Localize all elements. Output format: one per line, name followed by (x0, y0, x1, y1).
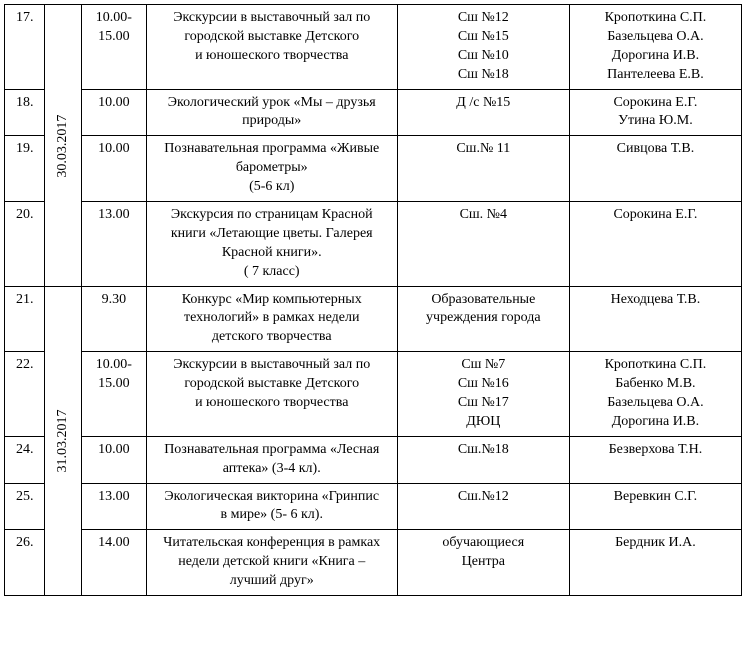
cell-time: 9.30 (81, 286, 146, 352)
cell-person: Кропоткина С.П.Базельцева О.А.Дорогина И… (569, 5, 741, 90)
cell-event: Экологический урок «Мы – друзьяприроды» (146, 89, 397, 136)
cell-date: 30.03.2017 (45, 5, 81, 287)
cell-person: Сорокина Е.Г.Утина Ю.М. (569, 89, 741, 136)
cell-time: 13.00 (81, 202, 146, 287)
cell-time: 13.00 (81, 483, 146, 530)
cell-place: Сш.№18 (397, 436, 569, 483)
cell-place: Образовательныеучреждения города (397, 286, 569, 352)
cell-num: 25. (5, 483, 45, 530)
cell-place: Сш.№ 11 (397, 136, 569, 202)
cell-event: Познавательная программа «Леснаяаптека» … (146, 436, 397, 483)
cell-num: 21. (5, 286, 45, 352)
table-row: 20. 13.00 Экскурсия по страницам Красной… (5, 202, 742, 287)
cell-place: Сш.№12 (397, 483, 569, 530)
cell-person: Сивцова Т.В. (569, 136, 741, 202)
cell-person: Сорокина Е.Г. (569, 202, 741, 287)
table-row: 24. 10.00 Познавательная программа «Лесн… (5, 436, 742, 483)
cell-time: 10.00 (81, 89, 146, 136)
table-row: 26. 14.00 Читательская конференция в рам… (5, 530, 742, 596)
cell-time: 10.00 (81, 136, 146, 202)
cell-num: 19. (5, 136, 45, 202)
table-row: 17. 30.03.2017 10.00-15.00 Экскурсии в в… (5, 5, 742, 90)
table-row: 19. 10.00 Познавательная программа «Живы… (5, 136, 742, 202)
table-row: 18. 10.00 Экологический урок «Мы – друзь… (5, 89, 742, 136)
cell-person: Кропоткина С.П.Бабенко М.В.Базельцева О.… (569, 352, 741, 437)
cell-event: Экскурсия по страницам Краснойкниги «Лет… (146, 202, 397, 287)
cell-time: 10.00 (81, 436, 146, 483)
cell-event: Читательская конференция в рамкахнедели … (146, 530, 397, 596)
cell-time: 10.00-15.00 (81, 352, 146, 437)
cell-num: 20. (5, 202, 45, 287)
cell-date: 31.03.2017 (45, 286, 81, 595)
cell-num: 24. (5, 436, 45, 483)
cell-num: 22. (5, 352, 45, 437)
cell-event: Конкурс «Мир компьютерныхтехнологий» в р… (146, 286, 397, 352)
cell-num: 17. (5, 5, 45, 90)
cell-time: 14.00 (81, 530, 146, 596)
cell-person: Веревкин С.Г. (569, 483, 741, 530)
table-row: 22. 10.00-15.00 Экскурсии в выставочный … (5, 352, 742, 437)
cell-num: 26. (5, 530, 45, 596)
cell-time: 10.00-15.00 (81, 5, 146, 90)
schedule-table: 17. 30.03.2017 10.00-15.00 Экскурсии в в… (4, 4, 742, 596)
table-row: 21. 31.03.2017 9.30 Конкурс «Мир компьют… (5, 286, 742, 352)
cell-person: Безверхова Т.Н. (569, 436, 741, 483)
cell-person: Бердник И.А. (569, 530, 741, 596)
cell-place: Сш №12Сш №15Сш №10Сш №18 (397, 5, 569, 90)
cell-event: Познавательная программа «Живыебарометры… (146, 136, 397, 202)
cell-person: Неходцева Т.В. (569, 286, 741, 352)
cell-place: Д /с №15 (397, 89, 569, 136)
cell-event: Экологическая викторина «Гринписв мире» … (146, 483, 397, 530)
cell-place: Сш №7Сш №16Сш №17ДЮЦ (397, 352, 569, 437)
cell-num: 18. (5, 89, 45, 136)
table-row: 25. 13.00 Экологическая викторина «Гринп… (5, 483, 742, 530)
cell-event: Экскурсии в выставочный зал погородской … (146, 5, 397, 90)
cell-place: Сш. №4 (397, 202, 569, 287)
cell-place: обучающиесяЦентра (397, 530, 569, 596)
cell-event: Экскурсии в выставочный зал погородской … (146, 352, 397, 437)
